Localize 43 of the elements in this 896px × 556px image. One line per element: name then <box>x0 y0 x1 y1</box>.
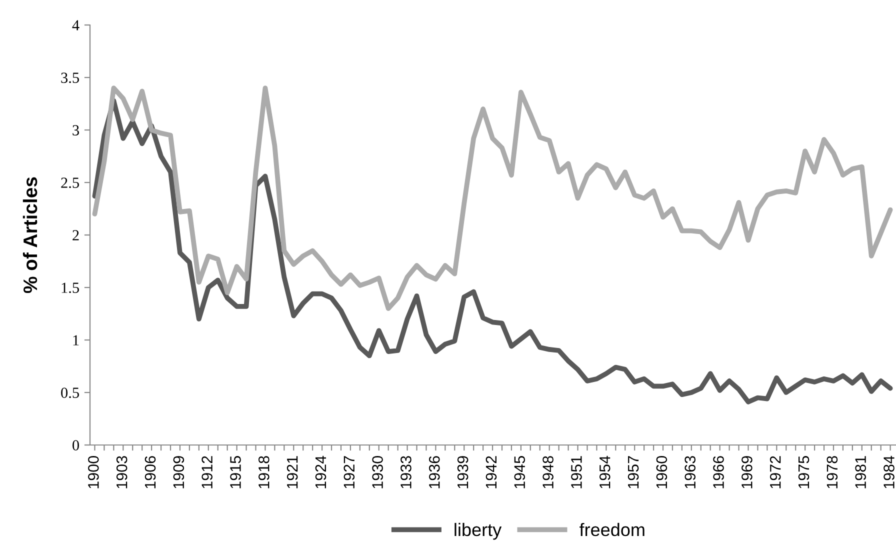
legend-label: liberty <box>454 522 502 540</box>
x-tick-label: 1975 <box>798 456 810 488</box>
x-tick-label: 1960 <box>656 456 668 488</box>
x-tick-label: 1927 <box>344 456 355 488</box>
line-series <box>92 98 893 404</box>
legend-label: freedom <box>580 522 644 536</box>
x-tick-label: 1951 <box>571 456 582 488</box>
x-tick-label: 1963 <box>684 456 696 488</box>
x-tick-label: 1969 <box>742 456 752 488</box>
x-tick-label: 1972 <box>770 456 781 488</box>
x-tick-label: 1954 <box>599 456 610 488</box>
x-tick-label: 1933 <box>400 456 412 488</box>
y-tick-label: 0.5 <box>61 388 79 398</box>
x-tick-label: 1942 <box>486 456 497 488</box>
x-tick-label: 1957 <box>628 456 639 488</box>
x-tick-label: 1939 <box>457 456 468 488</box>
x-tick-label: 1918 <box>258 456 270 488</box>
y-axis-title: % of Articles <box>22 177 38 294</box>
x-tick-label: 1921 <box>286 456 298 488</box>
x-tick-label: 1966 <box>713 456 724 488</box>
x-tick-label: 1936 <box>428 456 440 488</box>
line-series <box>92 86 893 311</box>
y-tick-label: 2.5 <box>61 178 79 188</box>
y-tick-label: 1.5 <box>62 282 79 294</box>
y-tick-label: 2 <box>72 230 79 240</box>
y-tick-label: 3 <box>72 125 79 136</box>
x-tick-label: 1945 <box>514 456 526 488</box>
x-tick-label: 1924 <box>315 456 326 488</box>
x-tick-label: 1909 <box>173 456 184 488</box>
x-tick-label: 1984 <box>884 456 894 488</box>
x-tick-label: 1912 <box>202 456 212 488</box>
y-tick-label: 3.5 <box>61 72 79 84</box>
x-tick-label: 1978 <box>826 456 838 488</box>
x-tick-label: 1900 <box>88 456 99 488</box>
y-tick-label: 1 <box>73 335 79 346</box>
x-tick-label: 1906 <box>144 456 156 488</box>
y-tick-label: 4 <box>72 20 80 30</box>
y-tick-label: 0 <box>72 440 79 450</box>
x-tick-label: 1903 <box>116 456 128 488</box>
x-tick-label: 1948 <box>542 456 554 488</box>
x-tick-label: 1930 <box>372 456 383 488</box>
x-tick-label: 1981 <box>855 456 866 488</box>
x-tick-label: 1915 <box>230 456 241 488</box>
